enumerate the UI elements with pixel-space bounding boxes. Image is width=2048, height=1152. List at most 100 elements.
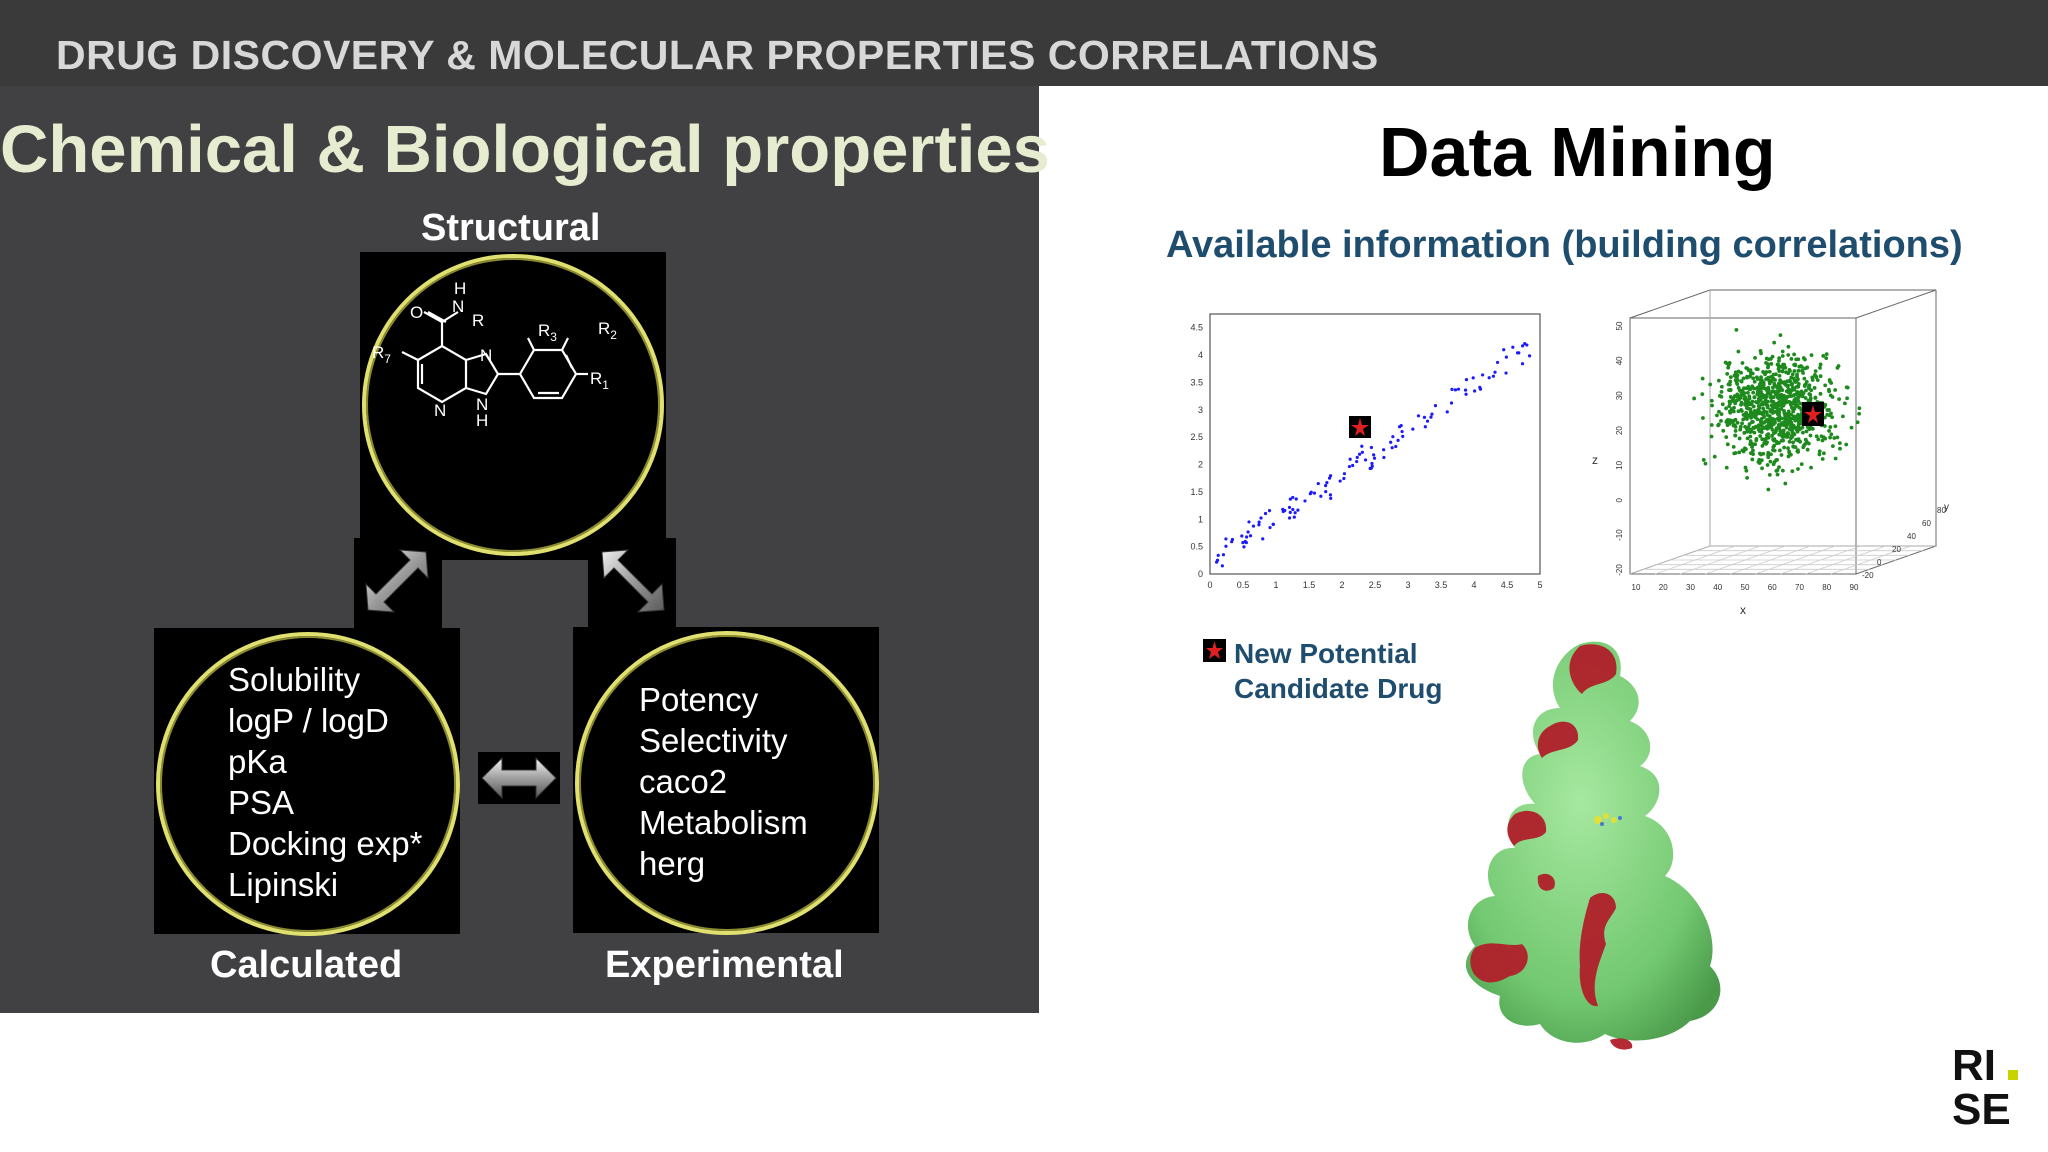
data-point (1731, 423, 1736, 428)
data-point (1748, 387, 1753, 392)
data-point (1789, 357, 1794, 361)
data-point (1291, 495, 1295, 500)
data-point (1820, 438, 1825, 443)
data-point (1782, 362, 1787, 367)
data-point (1700, 376, 1705, 381)
data-point (1796, 450, 1801, 454)
data-point (1755, 417, 1760, 422)
data-point (1763, 372, 1767, 377)
data-point (1779, 403, 1784, 408)
y-tick-label: 0 (1877, 558, 1882, 567)
data-point (1757, 461, 1762, 465)
data-point (1739, 400, 1744, 405)
data-point (1775, 457, 1779, 462)
data-point (1739, 379, 1744, 384)
data-point (1821, 354, 1826, 358)
y-tick-label: 3 (1198, 405, 1203, 415)
data-point (1796, 368, 1801, 373)
data-point (1726, 365, 1731, 370)
z-tick-label: 40 (1615, 356, 1624, 365)
data-point (1796, 467, 1800, 471)
data-point (1777, 432, 1782, 437)
data-point (1779, 387, 1784, 392)
data-point (1764, 441, 1768, 446)
data-point (1724, 406, 1728, 411)
data-point (1268, 525, 1272, 530)
data-point (1758, 419, 1763, 424)
x-tick-label: 3 (1405, 580, 1410, 590)
x-tick-label: 10 (1632, 583, 1641, 592)
left-heading: Chemical & Biological properties (0, 112, 1050, 187)
data-point (1717, 409, 1721, 414)
data-point (1781, 428, 1786, 433)
data-point (1759, 378, 1763, 383)
data-point (1728, 379, 1733, 384)
data-point (1760, 466, 1764, 471)
data-point (1809, 465, 1813, 470)
candidate-marker-3d (1802, 402, 1824, 426)
data-point (1857, 411, 1862, 416)
data-point (1703, 461, 1708, 466)
data-point (1761, 384, 1766, 388)
data-point (1701, 458, 1706, 462)
data-point (1770, 427, 1775, 432)
plot-frame (1209, 313, 1541, 575)
data-point (1744, 415, 1749, 420)
z-tick-label: 10 (1615, 460, 1624, 469)
x-tick-label: 0.5 (1237, 580, 1250, 590)
data-point (1739, 370, 1743, 375)
data-point (1397, 425, 1402, 429)
data-point (1826, 387, 1831, 392)
data-point (1291, 507, 1295, 512)
data-point (1736, 349, 1741, 354)
data-point (1370, 461, 1374, 466)
data-point (1775, 389, 1780, 393)
data-point (1753, 355, 1757, 360)
data-point (1796, 437, 1801, 442)
scatter-plot-2d: 0 0.5 1 1.5 2 2.5 3 3.5 4 4.5 5 0 0.5 1 1.5 2 2.5 3 3.5 4 4.… (1190, 313, 1543, 590)
legend-line-1: New Potential (1234, 638, 1418, 669)
y-tick-label: 1 (1198, 514, 1203, 524)
data-point (1752, 386, 1756, 391)
data-point (1731, 444, 1736, 449)
data-point (1792, 352, 1797, 357)
data-point (1355, 459, 1359, 464)
data-point (1830, 444, 1835, 449)
data-point (1777, 425, 1781, 430)
data-point (1784, 424, 1789, 429)
atom-r7: R7 (372, 343, 391, 366)
data-point (1824, 352, 1829, 356)
data-point (1821, 451, 1826, 456)
data-point (1813, 369, 1818, 374)
data-point (1830, 415, 1834, 420)
data-point (1779, 407, 1784, 411)
data-point (1464, 392, 1468, 396)
candidate-star-icon (1203, 639, 1226, 662)
data-point (1495, 360, 1500, 365)
calculated-circle (156, 632, 460, 936)
data-point (1748, 410, 1753, 414)
data-point (1769, 452, 1773, 457)
data-point (1743, 402, 1747, 406)
data-point (1787, 418, 1791, 423)
experimental-list: Potency Selectivity caco2 Metabolism her… (639, 679, 808, 884)
data-point (1771, 389, 1776, 394)
data-point (1423, 425, 1427, 429)
list-item: PSA (228, 784, 295, 821)
data-point (1748, 434, 1753, 439)
protein-surface-image (1465, 641, 1721, 1050)
data-point (1772, 340, 1777, 345)
x-tick-label: 40 (1713, 583, 1722, 592)
data-point (1768, 459, 1773, 464)
data-point (1463, 388, 1468, 392)
data-point (1768, 424, 1773, 428)
data-point (1837, 441, 1842, 445)
data-point (1263, 511, 1268, 516)
data-point (1733, 374, 1738, 379)
data-point (1828, 425, 1833, 429)
data-point (1791, 385, 1795, 390)
data-point (1833, 388, 1838, 392)
data-point (1348, 457, 1352, 461)
data-point (1807, 427, 1812, 432)
data-point (1724, 419, 1729, 424)
